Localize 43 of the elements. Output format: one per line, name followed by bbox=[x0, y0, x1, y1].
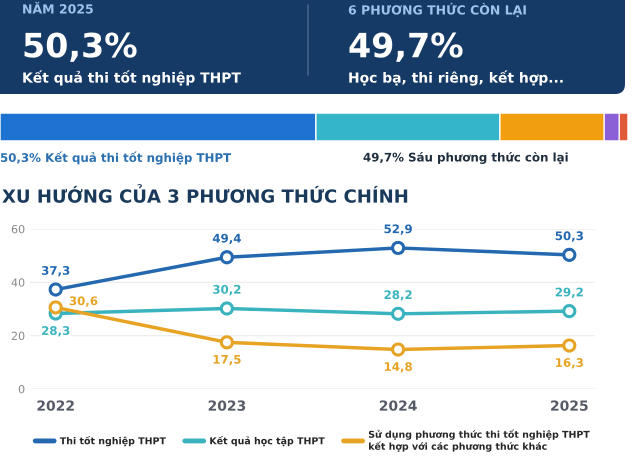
legend-label: Kết quả học tập THPT bbox=[210, 436, 325, 446]
data-label: 30,6 bbox=[70, 296, 98, 307]
text: 50,3% bbox=[24, 32, 137, 62]
point bbox=[48, 300, 63, 314]
point bbox=[562, 304, 576, 318]
text: 6 PHƯƠNG THỨC CÒN LẠI bbox=[348, 2, 526, 18]
x-tick-label: 2022 bbox=[37, 400, 74, 411]
text: Kết quả thi tốt nghiệp THPT bbox=[23, 70, 241, 86]
data-label: 52,9 bbox=[384, 224, 412, 235]
text: NĂM 2025 bbox=[23, 2, 93, 14]
point bbox=[562, 338, 576, 353]
data-label: 30,2 bbox=[213, 284, 240, 296]
point bbox=[220, 301, 234, 316]
point bbox=[48, 282, 63, 297]
data-label: 29,2 bbox=[556, 288, 583, 298]
y-tick-label: 0 bbox=[18, 384, 24, 394]
data-label: 49,4 bbox=[212, 234, 241, 244]
data-label: 28,3 bbox=[42, 326, 70, 337]
y-tick-label: 20 bbox=[12, 332, 24, 340]
point bbox=[220, 250, 234, 264]
legend-label: Sử dụng phương thức thi tốt nghiệp THPT kết hợp với các phương thức khác bbox=[368, 430, 590, 452]
chart-title: XU HƯỚNG CỦA 3 PHƯƠNG THỨC CHÍNH bbox=[2, 184, 408, 203]
data-label: 16,3 bbox=[556, 358, 583, 369]
text: Học bạ, thi riêng, kết hợp... bbox=[349, 70, 563, 86]
data-label: 28,2 bbox=[384, 290, 412, 301]
data-label: 50,3 bbox=[556, 231, 583, 242]
data-label: 17,5 bbox=[214, 355, 241, 366]
text: 50,3% Kết quả thi tốt nghiệp THPT bbox=[0, 152, 232, 164]
legend-label: Thi tốt nghiệp THPT bbox=[60, 436, 166, 446]
data-label: 37,3 bbox=[42, 266, 70, 276]
point bbox=[562, 248, 576, 262]
x-tick-label: 2024 bbox=[380, 400, 417, 411]
point bbox=[391, 240, 406, 256]
x-tick-label: 2025 bbox=[551, 400, 588, 411]
point bbox=[391, 342, 406, 357]
y-tick-label: 60 bbox=[12, 224, 24, 234]
text: 49,7% Sáu phương thức còn lại bbox=[364, 152, 568, 164]
point bbox=[220, 335, 234, 350]
x-tick-label: 2023 bbox=[208, 400, 246, 411]
point bbox=[391, 306, 406, 321]
text: 49,7% bbox=[350, 32, 463, 62]
y-tick-label: 40 bbox=[12, 278, 24, 287]
data-label: 14,8 bbox=[384, 362, 412, 373]
